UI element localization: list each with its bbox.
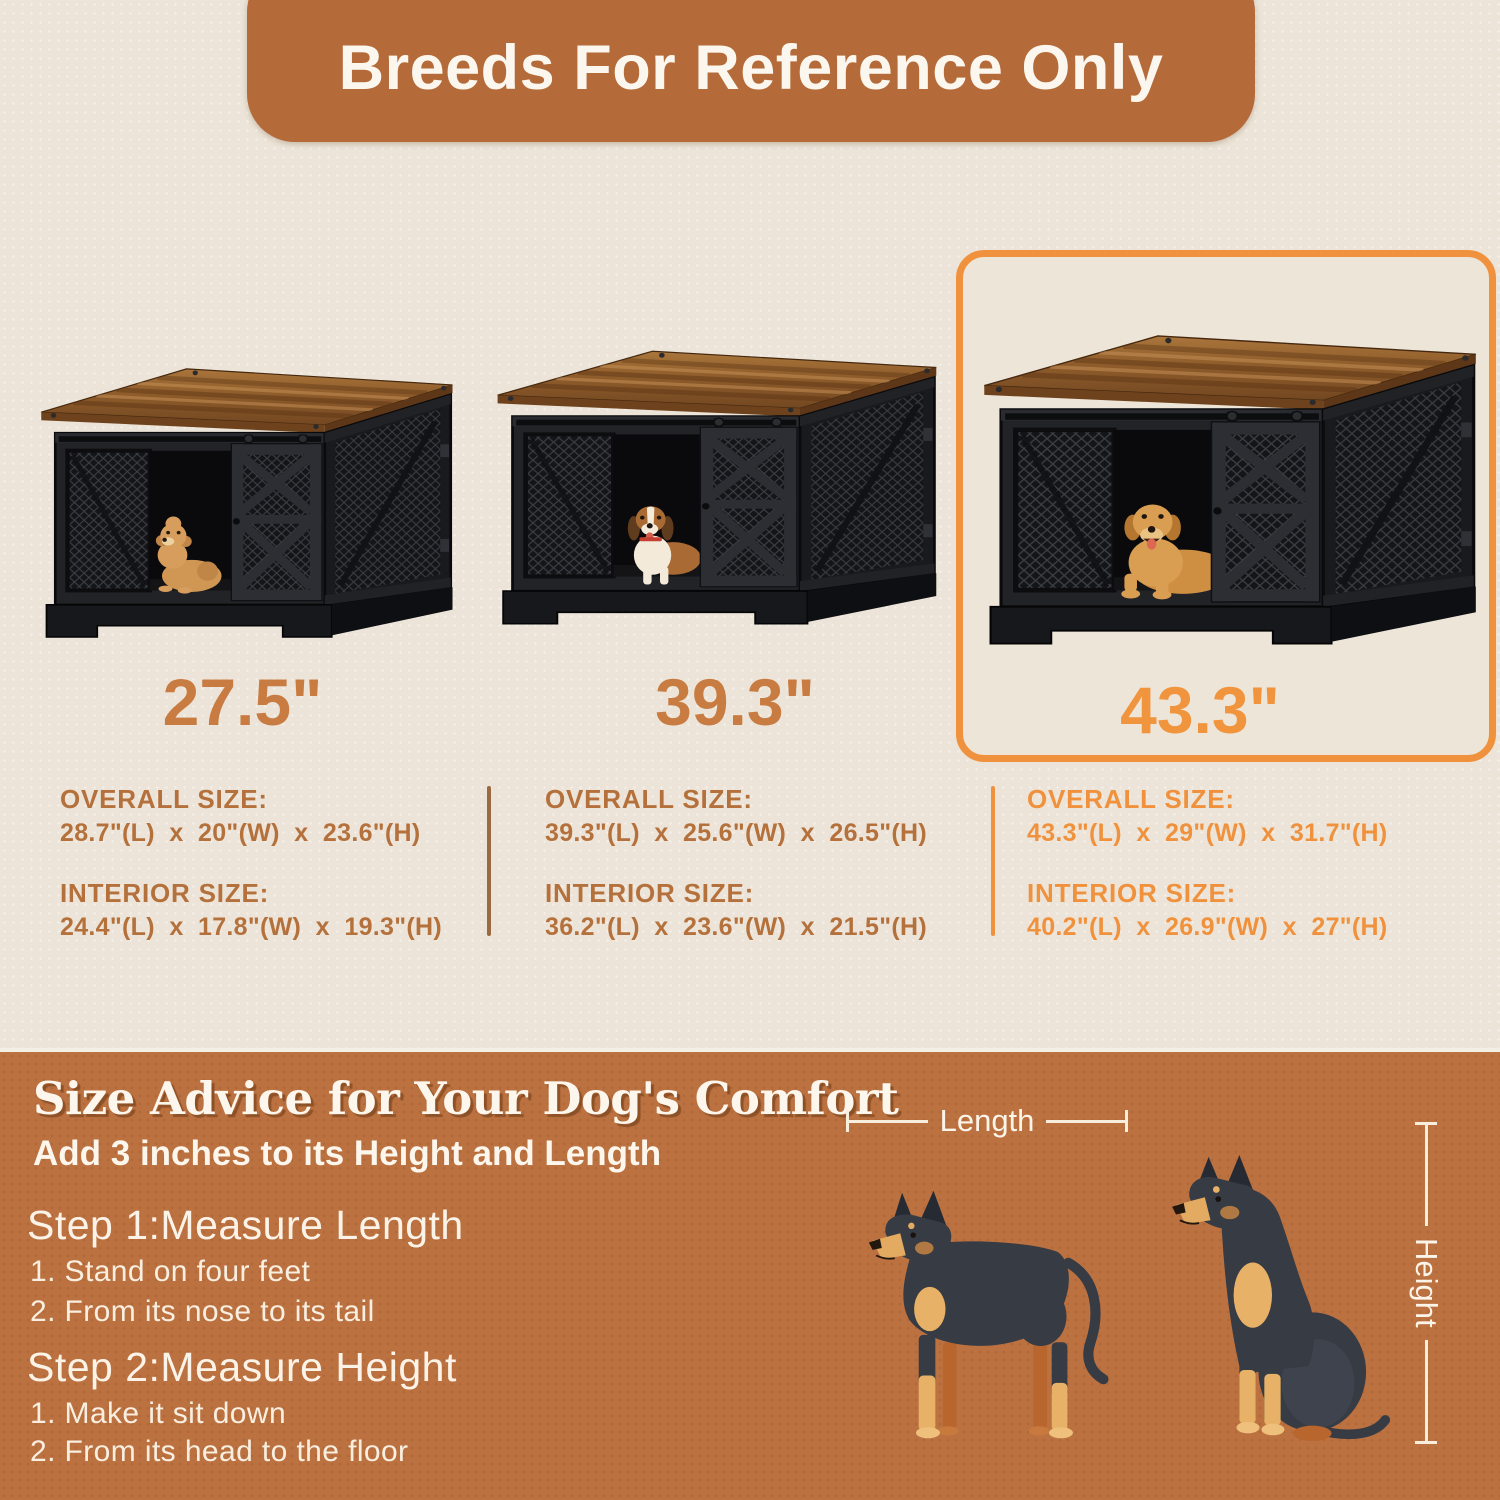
interior-size-title: INTERIOR SIZE:	[60, 878, 270, 908]
advice-subtitle: Add 3 inches to its Height and Length	[33, 1134, 662, 1173]
doberman-standing-illustration	[868, 1190, 1109, 1439]
size-label-small: 27.5"	[162, 665, 323, 739]
step1-item: 2. From its nose to its tail	[30, 1295, 375, 1328]
measure-line	[1424, 1339, 1428, 1442]
step2-item: 1. Make it sit down	[30, 1397, 287, 1430]
overall-size-group: OVERALL SIZE: 43.3"(L) x 29"(W) x 31.7"(…	[1027, 782, 1477, 850]
crate-photo-small	[36, 348, 456, 653]
overall-size-title: OVERALL SIZE:	[60, 784, 268, 814]
overall-size-dims: 28.7"(L) x 20"(W) x 23.6"(H)	[60, 819, 421, 847]
height-label: Height	[1409, 1238, 1444, 1328]
overall-size-title: OVERALL SIZE:	[1027, 784, 1235, 814]
interior-size-title: INTERIOR SIZE:	[545, 878, 755, 908]
interior-size-title: INTERIOR SIZE:	[1027, 878, 1237, 908]
length-measure-line: Length	[846, 1103, 1129, 1138]
overall-size-dims: 43.3"(L) x 29"(W) x 31.7"(H)	[1027, 819, 1388, 847]
measure-line	[1424, 1125, 1428, 1227]
doberman-sitting-illustration	[1172, 1154, 1391, 1442]
step1-item: 1. Stand on four feet	[30, 1255, 311, 1288]
spec-column-small: OVERALL SIZE: 28.7"(L) x 20"(W) x 23.6"(…	[60, 782, 485, 944]
length-label: Length	[939, 1103, 1035, 1138]
overall-size-group: OVERALL SIZE: 39.3"(L) x 25.6"(W) x 26.5…	[545, 782, 985, 850]
advice-title: Size Advice for Your Dog's Comfort	[33, 1072, 899, 1125]
interior-size-dims: 36.2"(L) x 23.6"(W) x 21.5"(H)	[545, 913, 927, 941]
size-comparison-section: Breeds For Reference Only 27.5" 39.3" 43…	[0, 0, 1500, 1048]
overall-size-group: OVERALL SIZE: 28.7"(L) x 20"(W) x 23.6"(…	[60, 782, 485, 850]
height-measure-line: Height	[1406, 1122, 1446, 1445]
interior-size-group: INTERIOR SIZE: 36.2"(L) x 23.6"(W) x 21.…	[545, 876, 985, 944]
interior-size-dims: 40.2"(L) x 26.9"(W) x 27"(H)	[1027, 913, 1388, 941]
spec-column-medium: OVERALL SIZE: 39.3"(L) x 25.6"(W) x 26.5…	[545, 782, 985, 944]
banner-title: Breeds For Reference Only	[338, 33, 1164, 103]
size-label-large: 43.3"	[1120, 673, 1280, 747]
spec-column-large: OVERALL SIZE: 43.3"(L) x 29"(W) x 31.7"(…	[1027, 782, 1477, 944]
interior-size-group: INTERIOR SIZE: 24.4"(L) x 17.8"(W) x 19.…	[60, 876, 485, 944]
measure-tick	[1415, 1122, 1437, 1125]
interior-size-dims: 24.4"(L) x 17.8"(W) x 19.3"(H)	[60, 913, 442, 941]
size-advice-section: Size Advice for Your Dog's Comfort Add 3…	[0, 1048, 1500, 1500]
size-label-medium: 39.3"	[655, 665, 815, 739]
column-divider	[487, 786, 491, 936]
overall-size-title: OVERALL SIZE:	[545, 784, 753, 814]
measure-tick	[1125, 1110, 1129, 1132]
crate-photo-large	[978, 312, 1480, 662]
measure-line	[1046, 1119, 1126, 1123]
banner: Breeds For Reference Only	[247, 0, 1255, 142]
crate-photo-medium	[492, 330, 940, 640]
overall-size-dims: 39.3"(L) x 25.6"(W) x 26.5"(H)	[545, 819, 927, 847]
step1-title: Step 1:Measure Length	[27, 1202, 464, 1248]
column-divider	[991, 786, 995, 936]
step2-title: Step 2:Measure Height	[27, 1344, 457, 1390]
step2-item: 2. From its head to the floor	[30, 1435, 409, 1468]
measure-tick	[846, 1110, 849, 1132]
measure-tick	[1415, 1441, 1437, 1445]
interior-size-group: INTERIOR SIZE: 40.2"(L) x 26.9"(W) x 27"…	[1027, 876, 1477, 944]
measure-line	[849, 1119, 928, 1123]
